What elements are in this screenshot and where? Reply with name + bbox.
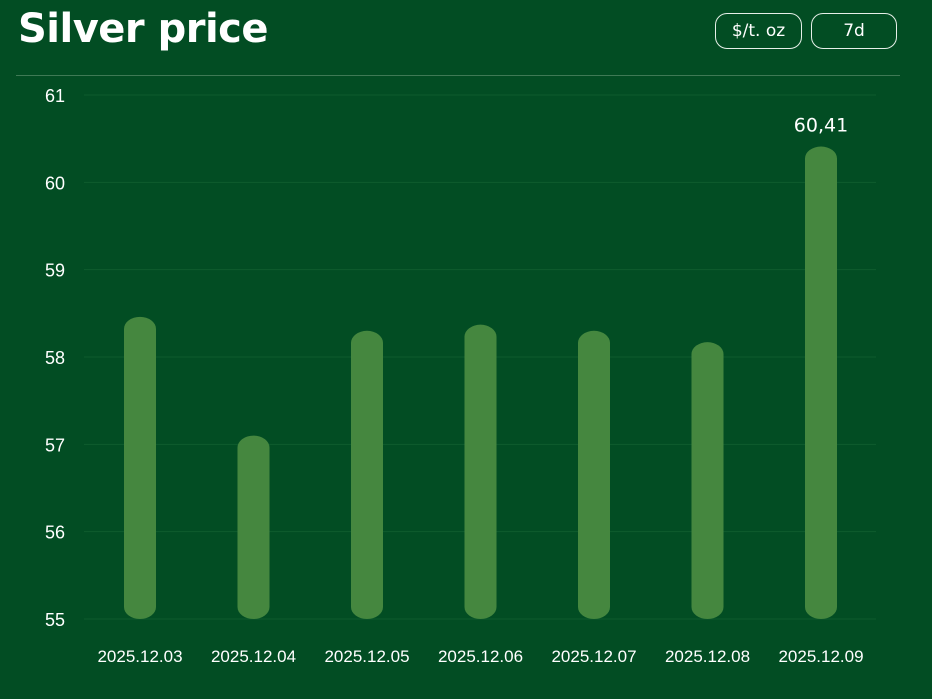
bar-2025.12.07[interactable]	[578, 330, 610, 619]
x-tick-label: 2025.12.08	[665, 647, 750, 666]
y-tick-label: 55	[45, 610, 65, 630]
bar-2025.12.08[interactable]	[691, 342, 724, 619]
chart-bars	[124, 146, 837, 619]
x-tick-label: 2025.12.06	[438, 647, 523, 666]
y-axis: 55 56 57 58 59 60 61	[45, 86, 65, 630]
y-tick-label: 59	[45, 261, 65, 281]
bar-2025.12.03[interactable]	[124, 316, 156, 619]
y-tick-label: 57	[45, 435, 65, 455]
bar-2025.12.04[interactable]	[237, 435, 270, 619]
bar-value-label: 60,41	[794, 115, 848, 137]
y-tick-label: 56	[45, 523, 65, 543]
bar-2025.12.05[interactable]	[351, 330, 383, 619]
x-tick-label: 2025.12.03	[97, 647, 182, 666]
bar-2025.12.09[interactable]	[805, 146, 837, 619]
header-divider	[16, 75, 900, 76]
y-tick-label: 58	[45, 348, 65, 368]
period-selector-button[interactable]: 7d	[811, 13, 897, 49]
x-axis: 2025.12.03 2025.12.04 2025.12.05 2025.12.06…	[97, 647, 863, 666]
x-tick-label: 2025.12.05	[324, 647, 409, 666]
data-labels: 60,41	[794, 115, 848, 137]
unit-selector-button[interactable]: $/t. oz	[715, 13, 802, 49]
x-tick-label: 2025.12.07	[551, 647, 636, 666]
y-tick-label: 61	[45, 86, 65, 106]
y-tick-label: 60	[45, 173, 65, 193]
page-title: Silver price	[18, 6, 269, 52]
bar-2025.12.06[interactable]	[464, 324, 497, 619]
x-tick-label: 2025.12.09	[778, 647, 863, 666]
x-tick-label: 2025.12.04	[211, 647, 296, 666]
